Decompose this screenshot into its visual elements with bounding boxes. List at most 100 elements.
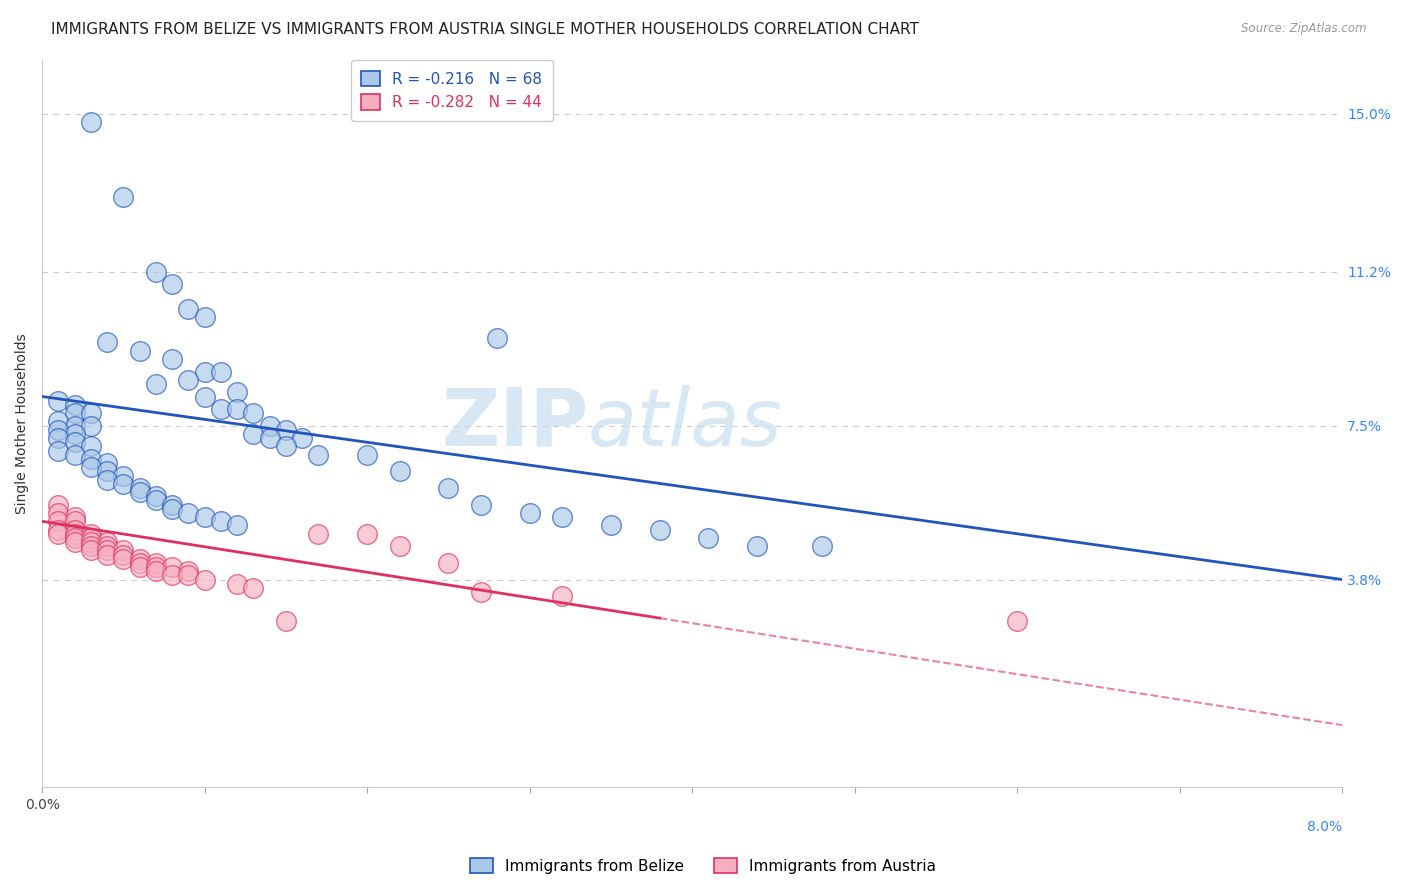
Point xyxy=(96,543,118,558)
Point xyxy=(96,473,118,487)
Text: IMMIGRANTS FROM BELIZE VS IMMIGRANTS FROM AUSTRIA SINGLE MOTHER HOUSEHOLDS CORRE: IMMIGRANTS FROM BELIZE VS IMMIGRANTS FRO… xyxy=(51,22,918,37)
Point xyxy=(648,523,671,537)
Point xyxy=(112,476,135,491)
Text: 8.0%: 8.0% xyxy=(1308,821,1343,834)
Point xyxy=(48,514,70,528)
Point xyxy=(209,365,232,379)
Point xyxy=(48,423,70,437)
Point xyxy=(811,539,834,553)
Point xyxy=(48,498,70,512)
Point xyxy=(96,464,118,478)
Point xyxy=(80,418,103,433)
Point xyxy=(747,539,769,553)
Point xyxy=(128,556,150,570)
Point xyxy=(112,543,135,558)
Point xyxy=(486,331,509,345)
Point xyxy=(242,581,264,595)
Point xyxy=(194,510,217,524)
Point xyxy=(177,302,200,317)
Point xyxy=(63,435,86,450)
Text: ZIP: ZIP xyxy=(441,384,588,463)
Legend: R = -0.216   N = 68, R = -0.282   N = 44: R = -0.216 N = 68, R = -0.282 N = 44 xyxy=(350,60,553,121)
Point xyxy=(177,506,200,520)
Point xyxy=(226,402,249,417)
Point xyxy=(437,556,460,570)
Point xyxy=(145,493,167,508)
Point xyxy=(259,431,281,445)
Point xyxy=(48,526,70,541)
Point xyxy=(194,573,217,587)
Point xyxy=(291,431,314,445)
Point xyxy=(112,548,135,562)
Point xyxy=(437,481,460,495)
Point xyxy=(128,343,150,358)
Point xyxy=(160,560,183,574)
Point xyxy=(48,443,70,458)
Point xyxy=(48,414,70,428)
Point xyxy=(96,456,118,470)
Point xyxy=(177,564,200,578)
Point xyxy=(145,564,167,578)
Point xyxy=(307,448,329,462)
Point xyxy=(226,385,249,400)
Point xyxy=(48,431,70,445)
Point xyxy=(274,423,297,437)
Point xyxy=(242,426,264,441)
Point xyxy=(274,614,297,628)
Point xyxy=(80,406,103,420)
Point xyxy=(697,531,720,545)
Point xyxy=(80,543,103,558)
Point xyxy=(96,539,118,553)
Point xyxy=(80,526,103,541)
Point xyxy=(128,560,150,574)
Text: atlas: atlas xyxy=(588,384,783,463)
Point xyxy=(160,277,183,292)
Point xyxy=(242,406,264,420)
Point xyxy=(128,481,150,495)
Point xyxy=(226,576,249,591)
Point xyxy=(177,568,200,582)
Point xyxy=(80,539,103,553)
Point xyxy=(160,498,183,512)
Point xyxy=(63,426,86,441)
Point xyxy=(128,485,150,500)
Point xyxy=(470,585,492,599)
Point xyxy=(63,523,86,537)
Point xyxy=(145,489,167,503)
Point xyxy=(63,535,86,549)
Point xyxy=(600,518,623,533)
Point xyxy=(63,448,86,462)
Point xyxy=(388,464,411,478)
Point xyxy=(145,556,167,570)
Point xyxy=(209,402,232,417)
Point xyxy=(259,418,281,433)
Point xyxy=(388,539,411,553)
Point xyxy=(63,526,86,541)
Point xyxy=(80,531,103,545)
Point xyxy=(96,535,118,549)
Point xyxy=(128,551,150,566)
Point xyxy=(160,352,183,367)
Point xyxy=(194,365,217,379)
Point xyxy=(63,418,86,433)
Point xyxy=(551,589,574,603)
Point xyxy=(160,568,183,582)
Point xyxy=(63,514,86,528)
Point xyxy=(307,526,329,541)
Point xyxy=(551,510,574,524)
Point xyxy=(1005,614,1028,628)
Point xyxy=(145,560,167,574)
Point xyxy=(145,377,167,392)
Point xyxy=(48,393,70,408)
Point xyxy=(80,115,103,129)
Point xyxy=(194,310,217,325)
Point xyxy=(356,526,378,541)
Point xyxy=(274,439,297,453)
Point xyxy=(63,531,86,545)
Point xyxy=(112,190,135,204)
Point xyxy=(48,523,70,537)
Point xyxy=(209,514,232,528)
Legend: Immigrants from Belize, Immigrants from Austria: Immigrants from Belize, Immigrants from … xyxy=(464,852,942,880)
Point xyxy=(80,460,103,475)
Point xyxy=(145,265,167,279)
